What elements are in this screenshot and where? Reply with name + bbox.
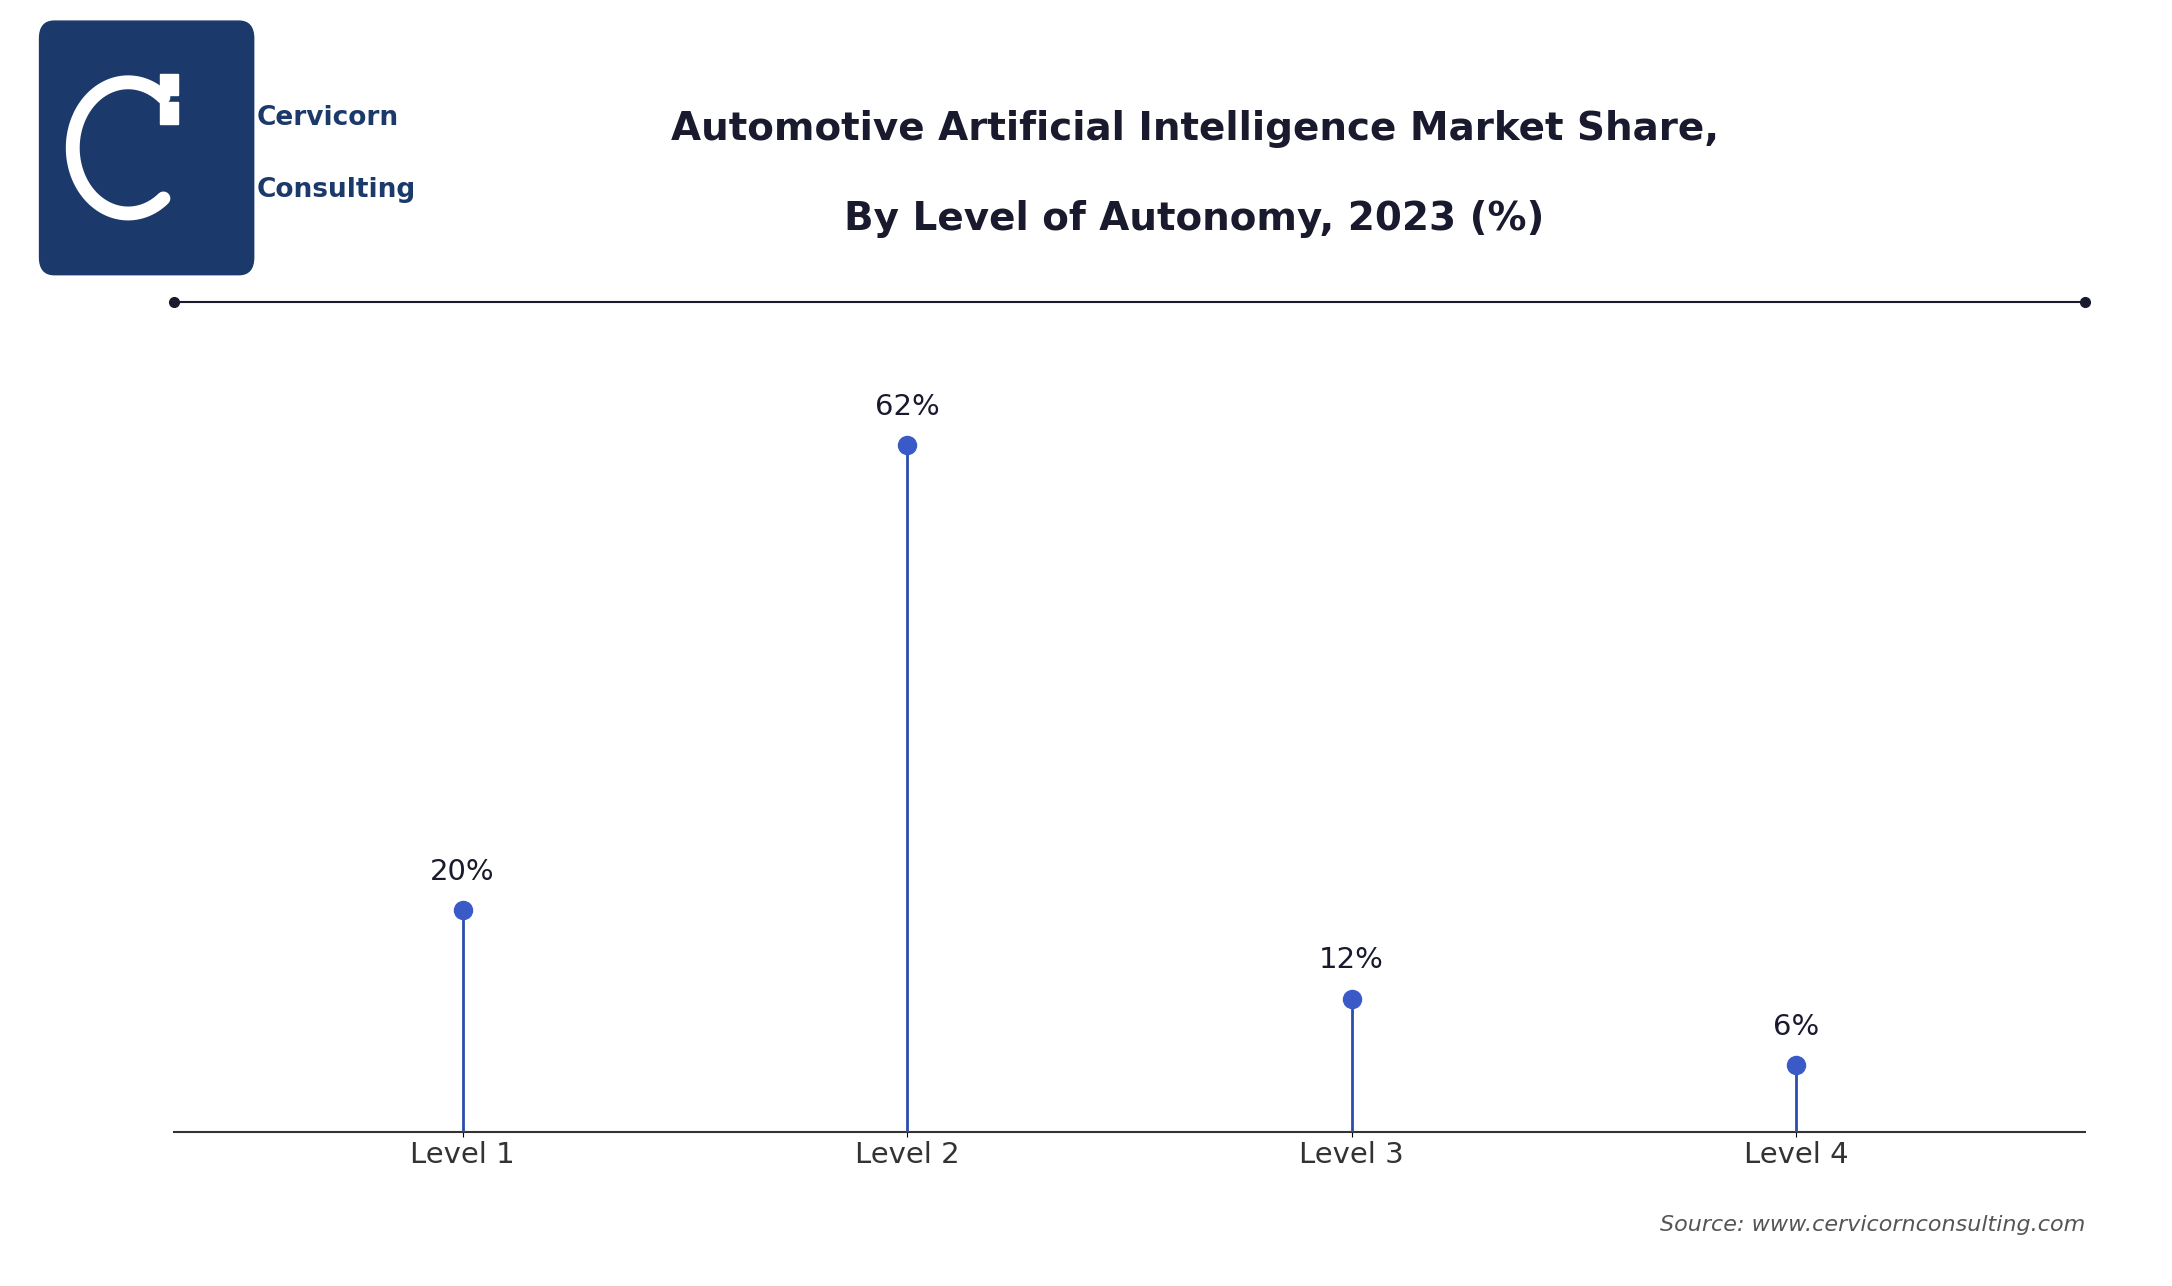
Text: 62%: 62% [875, 392, 940, 421]
Bar [159, 102, 178, 123]
Text: By Level of Autonomy, 2023 (%): By Level of Autonomy, 2023 (%) [845, 199, 1544, 238]
Bar [159, 73, 178, 95]
Text: Cervicorn: Cervicorn [256, 105, 397, 131]
Text: 12%: 12% [1318, 946, 1384, 975]
Text: 6%: 6% [1772, 1013, 1820, 1040]
Text: Automotive Artificial Intelligence Market Share,: Automotive Artificial Intelligence Marke… [671, 109, 1718, 148]
Text: 20%: 20% [430, 858, 495, 886]
Text: Source: www.cervicornconsulting.com: Source: www.cervicornconsulting.com [1659, 1214, 2085, 1235]
FancyBboxPatch shape [39, 21, 254, 275]
Text: Consulting: Consulting [256, 177, 415, 203]
